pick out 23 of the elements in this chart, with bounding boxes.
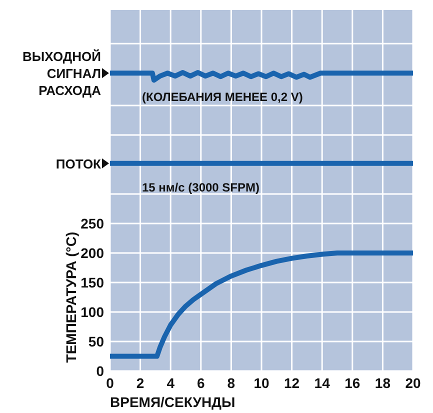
y-tick-label: 100 [80,304,104,320]
series-label: ПОТОК [56,156,102,172]
y-tick-label: 150 [80,274,104,291]
x-axis-title: ВРЕМЯ/СЕКУНДЫ [110,394,236,410]
y-axis-title: ТЕМПЕРАТУРА (°C) [63,232,79,363]
x-tick-label: 4 [166,375,175,391]
y-tick-label: 200 [80,245,104,262]
series-label: ВЫХОДНОЙ СИГНАЛ РАСХОДА [22,49,102,98]
x-tick-label: 10 [254,375,270,391]
x-tick-label: 2 [136,375,144,391]
y-tick-label: 0 [96,363,104,379]
x-tick-label: 12 [284,375,300,391]
x-tick-label: 6 [197,375,205,391]
x-tick-label: 0 [106,375,114,391]
annotation: (КОЛЕБАНИЯ МЕНЕЕ 0,2 V) [142,90,303,104]
x-tick-label: 16 [344,375,360,391]
x-tick-label: 14 [314,375,330,391]
x-tick-label: 20 [405,375,421,391]
y-tick-label: 50 [88,334,104,350]
y-tick-label: 250 [80,216,104,232]
x-tick-label: 8 [227,375,236,391]
x-tick-label: 18 [374,375,391,391]
annotation: 15 нм/с (3000 SFPM) [142,180,260,194]
